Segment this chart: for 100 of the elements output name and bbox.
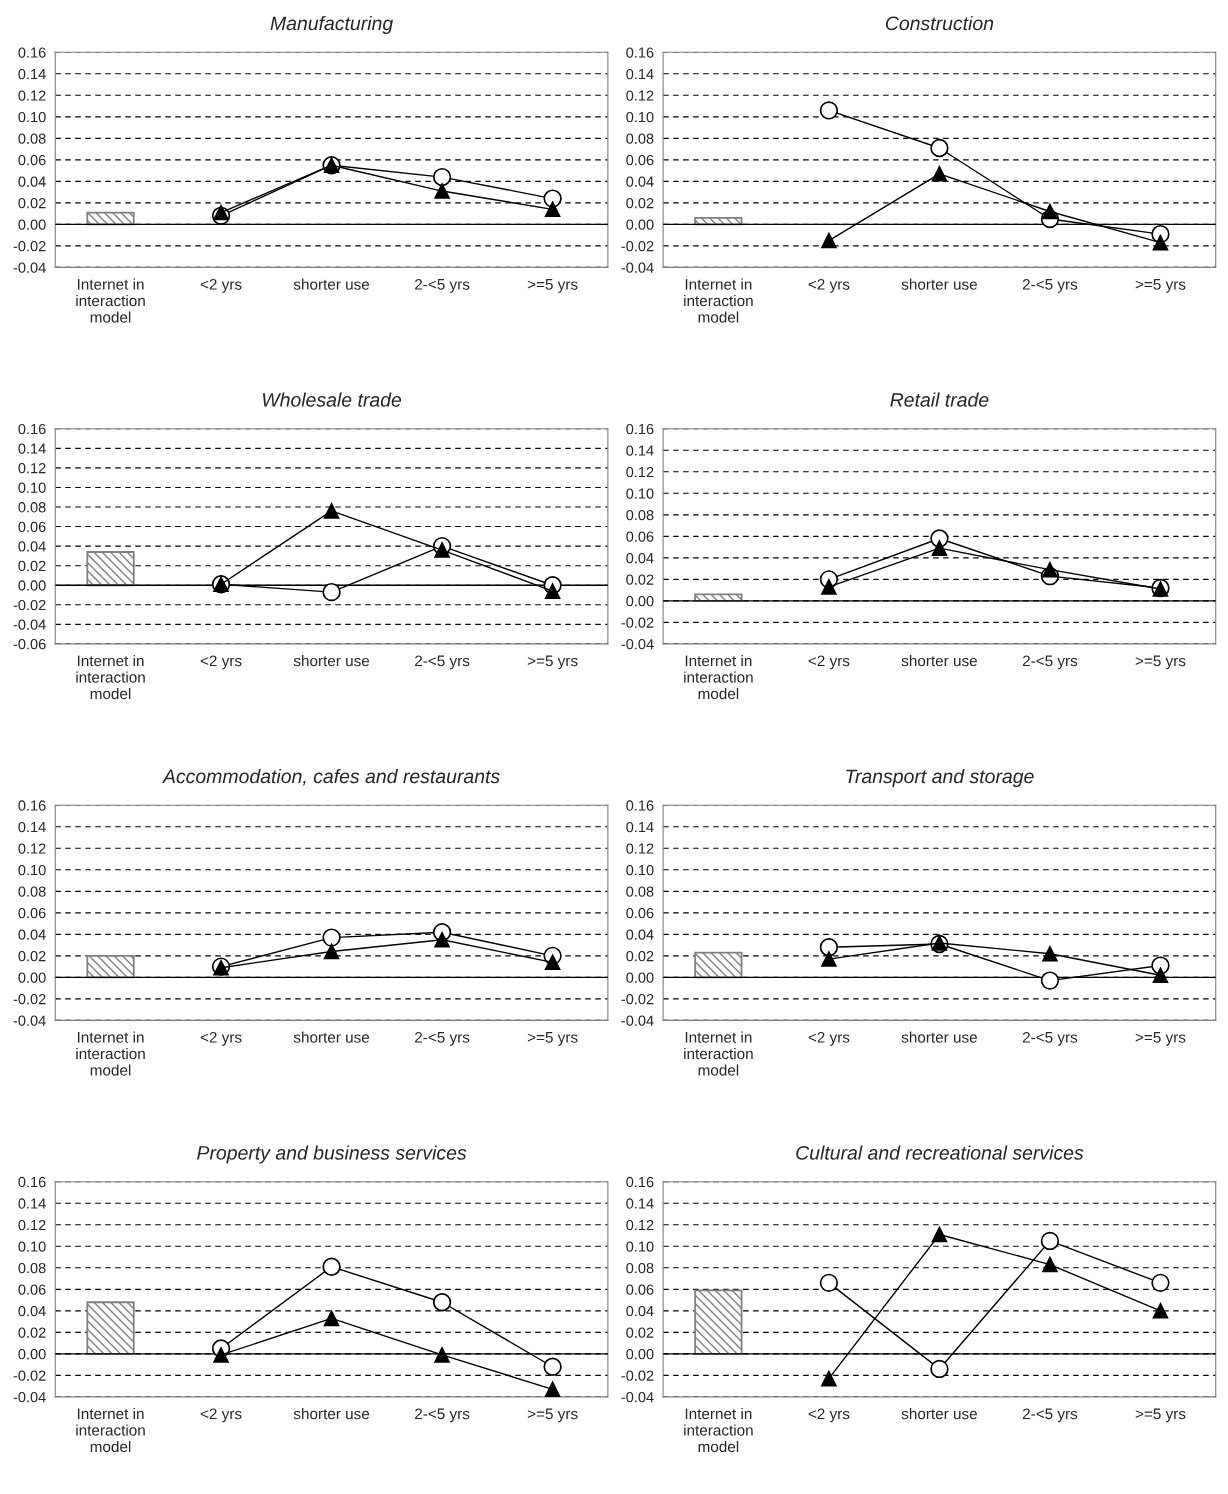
x-tick-label: >=5 yrs — [527, 1408, 578, 1423]
y-tick-label: 0.06 — [18, 521, 46, 532]
x-tick-label: 2-<5 yrs — [1022, 1408, 1078, 1423]
y-tick-label: 0.00 — [626, 1348, 654, 1360]
y-tick-label: 0.10 — [18, 111, 46, 123]
y-tick-label: -0.06 — [13, 639, 46, 650]
x-tick-label: <2 yrs — [808, 278, 850, 293]
y-tick-label: -0.02 — [13, 241, 46, 252]
y-tick-label: 0.02 — [626, 574, 654, 585]
y-tick-label: 0.02 — [626, 950, 654, 962]
y-tick-label: 0.06 — [626, 154, 654, 166]
y-tick-label: -0.04 — [13, 1015, 46, 1026]
y-tick-label: 0.04 — [626, 552, 654, 564]
y-tick-label: 0.16 — [626, 1176, 654, 1188]
x-tick-label: Internet in interaction model — [684, 655, 753, 700]
y-tick-label: -0.02 — [621, 241, 654, 252]
y-tick-label: 0.14 — [18, 68, 46, 80]
x-tick-label: >=5 yrs — [1135, 655, 1186, 670]
y-tick-label: 0.04 — [626, 1305, 654, 1317]
x-tick-label: <2 yrs — [200, 278, 242, 293]
y-tick-label: 0.14 — [18, 821, 46, 833]
y-tick-label: 0.14 — [18, 443, 46, 454]
y-tick-label: -0.02 — [13, 993, 46, 1005]
y-tick-label: 0.12 — [18, 462, 46, 474]
y-tick-label: 0.10 — [626, 488, 654, 499]
x-tick-label: shorter use — [901, 278, 977, 290]
y-tick-label: 0.08 — [626, 1262, 654, 1274]
x-tick-label: <2 yrs — [808, 1408, 850, 1423]
y-tick-label: 0.14 — [626, 821, 654, 833]
y-tick-label: -0.04 — [621, 1015, 654, 1026]
y-tick-label: 0.12 — [626, 466, 654, 478]
chart-title: Retail trade — [890, 392, 989, 407]
y-tick-label: 0.04 — [18, 1305, 46, 1317]
y-tick-label: -0.02 — [13, 599, 46, 611]
y-tick-label: 0.08 — [626, 133, 654, 144]
x-tick-label: Internet in interaction model — [684, 1408, 753, 1453]
y-tick-label: -0.04 — [13, 1391, 46, 1403]
y-tick-label: 0.12 — [626, 843, 654, 854]
x-tick-label: >=5 yrs — [1135, 1408, 1186, 1423]
y-tick-label: -0.02 — [621, 1370, 654, 1381]
y-tick-label: 0.08 — [18, 1262, 46, 1274]
x-tick-label: >=5 yrs — [1135, 1032, 1186, 1046]
x-tick-label: 2-<5 yrs — [415, 278, 470, 293]
x-tick-label: 2-<5 yrs — [415, 655, 470, 670]
x-tick-label: shorter use — [293, 655, 370, 667]
x-tick-label: <2 yrs — [200, 655, 242, 670]
x-tick-label: >=5 yrs — [527, 1032, 578, 1046]
y-tick-label: 0.02 — [626, 1327, 654, 1338]
y-tick-label: 0.12 — [18, 843, 46, 854]
x-tick-label: Internet in interaction model — [76, 655, 145, 700]
x-tick-label: <2 yrs — [808, 655, 850, 670]
x-tick-label: 2-<5 yrs — [415, 1031, 470, 1046]
x-tick-label: >=5 yrs — [527, 655, 578, 670]
y-tick-label: 0.08 — [18, 502, 46, 513]
x-tick-label: <2 yrs — [200, 1408, 242, 1423]
x-tick-label: >=5 yrs — [1135, 279, 1186, 293]
y-tick-label: 0.00 — [626, 972, 654, 983]
x-tick-label: >=5 yrs — [527, 279, 578, 293]
y-tick-label: -0.04 — [621, 262, 654, 273]
chart-title: Transport and storage — [846, 768, 1034, 788]
y-tick-label: 0.12 — [626, 1219, 654, 1231]
chart-title: Wholesale trade — [262, 392, 402, 407]
x-tick-label: 2-<5 yrs — [1022, 655, 1078, 670]
y-tick-label: -0.04 — [621, 1391, 654, 1403]
y-tick-label: -0.04 — [13, 262, 46, 273]
y-tick-label: 0.02 — [626, 197, 654, 209]
x-tick-label: shorter use — [901, 1408, 977, 1420]
y-tick-label: 0.16 — [18, 1176, 46, 1188]
y-tick-label: -0.02 — [621, 993, 654, 1005]
y-tick-label: 0.00 — [626, 219, 654, 230]
y-tick-label: 0.10 — [18, 864, 46, 876]
y-tick-label: 0.02 — [18, 560, 46, 572]
y-tick-label: 0.04 — [18, 541, 46, 552]
y-tick-label: 0.12 — [626, 90, 654, 101]
y-tick-label: -0.02 — [13, 1370, 46, 1381]
x-tick-label: shorter use — [293, 278, 370, 290]
y-tick-label: 0.06 — [18, 1284, 46, 1295]
y-tick-label: 0.08 — [18, 886, 46, 897]
x-tick-label: shorter use — [901, 655, 977, 667]
y-tick-label: 0.10 — [626, 1241, 654, 1252]
x-tick-label: Internet in interaction model — [684, 278, 753, 323]
y-tick-label: 0.08 — [18, 133, 46, 144]
y-tick-label: 0.06 — [626, 1284, 654, 1295]
y-tick-label: 0.14 — [626, 1198, 654, 1209]
y-tick-label: 0.06 — [626, 531, 654, 542]
y-tick-label: 0.10 — [626, 111, 654, 123]
y-tick-label: 0.04 — [18, 176, 46, 187]
y-tick-label: 0.04 — [626, 176, 654, 187]
y-tick-label: 0.02 — [18, 950, 46, 962]
x-tick-label: <2 yrs — [808, 1031, 850, 1046]
y-tick-label: 0.10 — [18, 482, 46, 493]
y-tick-label: 0.04 — [626, 929, 654, 940]
y-tick-label: 0.06 — [18, 154, 46, 166]
y-tick-label: 0.12 — [18, 1219, 46, 1231]
y-tick-label: 0.10 — [626, 864, 654, 876]
x-tick-label: 2-<5 yrs — [415, 1408, 470, 1423]
x-tick-label: shorter use — [293, 1408, 370, 1420]
y-tick-label: 0.00 — [18, 219, 46, 230]
y-tick-label: 0.14 — [18, 1198, 46, 1209]
y-tick-label: 0.00 — [18, 1348, 46, 1360]
